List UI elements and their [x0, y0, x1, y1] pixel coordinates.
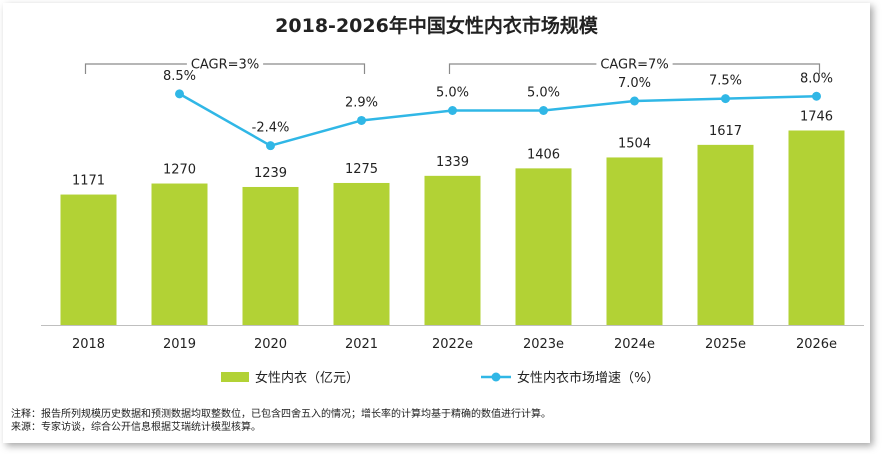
footnotes: 注释：报告所列规模历史数据和预测数据均取整数位，已包含四舍五入的情况；增长率的计…	[11, 408, 551, 434]
bar-2023e	[515, 168, 572, 325]
growth-point-2020	[266, 141, 275, 151]
bar-2022e	[424, 175, 481, 325]
chart-card: 2018-2026年中国女性内衣市场规模 1171 2018 1270 2019 123…	[3, 3, 870, 443]
bar-2018	[60, 194, 117, 325]
growth-point-2019	[175, 89, 184, 99]
cagr-bracket-right-2	[672, 63, 821, 74]
growth-point-2026e	[812, 91, 821, 101]
cagr-bracket-right-1	[263, 63, 366, 74]
cagr-label-2: CAGR=7%	[600, 58, 668, 73]
bar-value-label-2026e: 1746	[800, 109, 833, 124]
x-tick-label-2023e: 2023e	[523, 337, 564, 352]
growth-label-2025e: 7.5%	[709, 74, 742, 89]
legend-bar-label: 女性内衣（亿元）	[255, 370, 359, 386]
chart-svg: 1171 2018 1270 2019 1239 2020 1275 2021 1339 2022…	[41, 58, 864, 386]
footnote-source: 来源：专家访谈，综合公开信息根据艾瑞统计模型核算。	[11, 422, 261, 433]
growth-point-2021	[357, 115, 366, 125]
growth-point-2022e	[448, 106, 457, 115]
x-tick-label-2026e: 2026e	[796, 337, 837, 352]
bar-value-label-2020: 1239	[254, 166, 287, 181]
growth-label-2023e: 5.0%	[527, 86, 560, 101]
legend-bar-swatch	[221, 372, 249, 382]
x-tick-label-2024e: 2024e	[614, 337, 655, 352]
x-tick-label-2025e: 2025e	[705, 337, 746, 352]
bar-2020	[242, 186, 299, 325]
x-tick-label-2020: 2020	[254, 337, 287, 352]
growth-line	[178, 92, 817, 147]
bar-value-label-2025e: 1617	[709, 124, 742, 139]
bar-value-label-2022e: 1339	[436, 155, 469, 170]
bar-value-label-2024e: 1504	[618, 136, 651, 151]
growth-label-2026e: 8.0%	[800, 71, 833, 86]
growth-label-2022e: 5.0%	[436, 86, 469, 101]
bar-2026e	[788, 130, 845, 325]
growth-label-2020: -2.4%	[252, 121, 290, 136]
bar-value-label-2018: 1171	[72, 174, 105, 189]
growth-point-2025e	[721, 94, 730, 104]
growth-label-2021: 2.9%	[345, 95, 378, 110]
footnote-note: 注释：报告所列规模历史数据和预测数据均取整数位，已包含四舍五入的情况；增长率的计…	[11, 409, 551, 420]
legend-line-marker	[491, 372, 501, 382]
cagr-label-1: CAGR=3%	[191, 58, 259, 73]
cagr-bracket-left-2	[448, 63, 597, 74]
cagr-bracket-left-1	[84, 63, 187, 74]
growth-label-2024e: 7.0%	[618, 76, 651, 91]
bar-2021	[333, 182, 390, 325]
x-tick-label-2022e: 2022e	[432, 337, 473, 352]
bar-2024e	[606, 157, 663, 325]
growth-point-2023e	[539, 106, 548, 115]
x-tick-label-2018: 2018	[72, 337, 105, 352]
bar-2025e	[697, 144, 754, 325]
legend-line-label: 女性内衣市场增速（%）	[517, 370, 659, 386]
chart-title: 2018-2026年中国女性内衣市场规模	[275, 15, 598, 37]
growth-label-2019: 8.5%	[163, 69, 196, 84]
bar-value-label-2021: 1275	[345, 162, 378, 177]
growth-point-2024e	[630, 96, 639, 106]
bar-value-label-2023e: 1406	[527, 147, 560, 162]
bar-2019	[151, 183, 208, 325]
x-tick-label-2019: 2019	[163, 337, 196, 352]
bar-value-label-2019: 1270	[163, 163, 196, 178]
x-tick-label-2021: 2021	[345, 337, 378, 352]
